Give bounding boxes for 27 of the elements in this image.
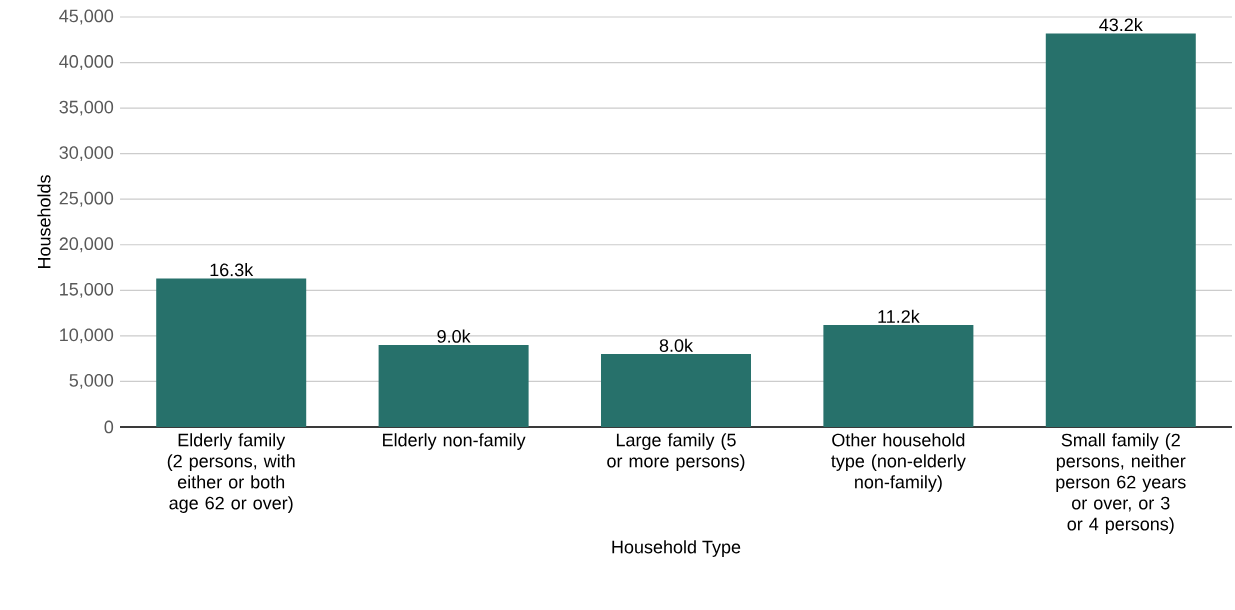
y-tick-label: 5,000: [69, 373, 114, 389]
y-axis-title: Households: [37, 175, 51, 269]
y-tick-label: 20,000: [59, 237, 114, 253]
bar: [156, 278, 307, 427]
data-label: 11.2k: [878, 309, 920, 323]
x-axis-title: Household Type: [612, 540, 741, 557]
data-label: 8.0k: [659, 338, 694, 352]
bar: [1045, 33, 1196, 427]
x-tick-label: Large family (5 or more persons): [607, 433, 745, 471]
y-tick-label: 30,000: [59, 146, 114, 162]
y-tick-label: 25,000: [59, 191, 114, 207]
y-tick-label: 40,000: [59, 55, 114, 70]
y-tick-label: 15,000: [60, 282, 114, 298]
data-label: 43.2k: [1099, 17, 1143, 32]
y-tick-label: 10,000: [60, 328, 114, 344]
y-tick-label: 35,000: [59, 100, 114, 116]
x-tick-label: Other household type (non-elderly non-family): [831, 433, 966, 492]
y-tick-label: 45,000: [59, 9, 114, 25]
x-tick-label: Elderly family (2 persons, with either or both age 62 or over): [167, 433, 295, 513]
bar: [378, 344, 529, 427]
x-tick-label: Small family (2 persons, neither person 62 years or over, or 3 or 4 persons): [1056, 433, 1186, 534]
bar: [601, 354, 751, 427]
y-tick-label: 0: [104, 420, 114, 434]
data-label: 16.3k: [210, 263, 254, 277]
x-tick-label: Elderly non-family: [383, 433, 526, 450]
bar: [823, 324, 974, 427]
data-label: 9.0k: [437, 329, 471, 343]
